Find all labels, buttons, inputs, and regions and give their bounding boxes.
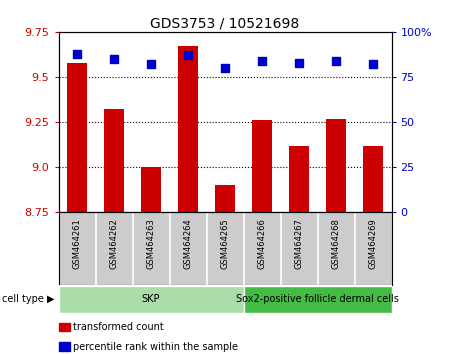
Text: GSM464264: GSM464264 xyxy=(184,218,193,269)
Title: GDS3753 / 10521698: GDS3753 / 10521698 xyxy=(150,17,300,31)
Bar xyxy=(363,145,383,212)
Bar xyxy=(141,167,161,212)
Text: SKP: SKP xyxy=(142,294,160,304)
Text: GSM464261: GSM464261 xyxy=(72,218,81,269)
Point xyxy=(184,52,192,58)
Bar xyxy=(243,286,392,313)
Text: GSM464263: GSM464263 xyxy=(147,218,156,269)
Bar xyxy=(178,46,198,212)
Bar xyxy=(67,63,87,212)
Point xyxy=(110,56,117,62)
Bar xyxy=(326,119,346,212)
Bar xyxy=(215,185,235,212)
Point xyxy=(148,62,155,67)
Bar xyxy=(289,145,309,212)
Text: GSM464265: GSM464265 xyxy=(220,218,230,269)
Bar xyxy=(58,286,243,313)
Point xyxy=(258,58,265,64)
Bar xyxy=(104,109,124,212)
Point xyxy=(221,65,229,71)
Text: GSM464262: GSM464262 xyxy=(109,218,118,269)
Text: GSM464266: GSM464266 xyxy=(257,218,266,269)
Point xyxy=(333,58,340,64)
Text: GSM464267: GSM464267 xyxy=(294,218,303,269)
Text: cell type ▶: cell type ▶ xyxy=(1,294,54,304)
Text: GSM464269: GSM464269 xyxy=(369,218,378,269)
Bar xyxy=(252,120,272,212)
Point xyxy=(369,62,377,67)
Point xyxy=(295,60,302,65)
Text: percentile rank within the sample: percentile rank within the sample xyxy=(73,342,238,352)
Text: Sox2-positive follicle dermal cells: Sox2-positive follicle dermal cells xyxy=(236,294,399,304)
Text: GSM464268: GSM464268 xyxy=(332,218,341,269)
Point xyxy=(73,51,81,56)
Text: transformed count: transformed count xyxy=(73,322,164,332)
